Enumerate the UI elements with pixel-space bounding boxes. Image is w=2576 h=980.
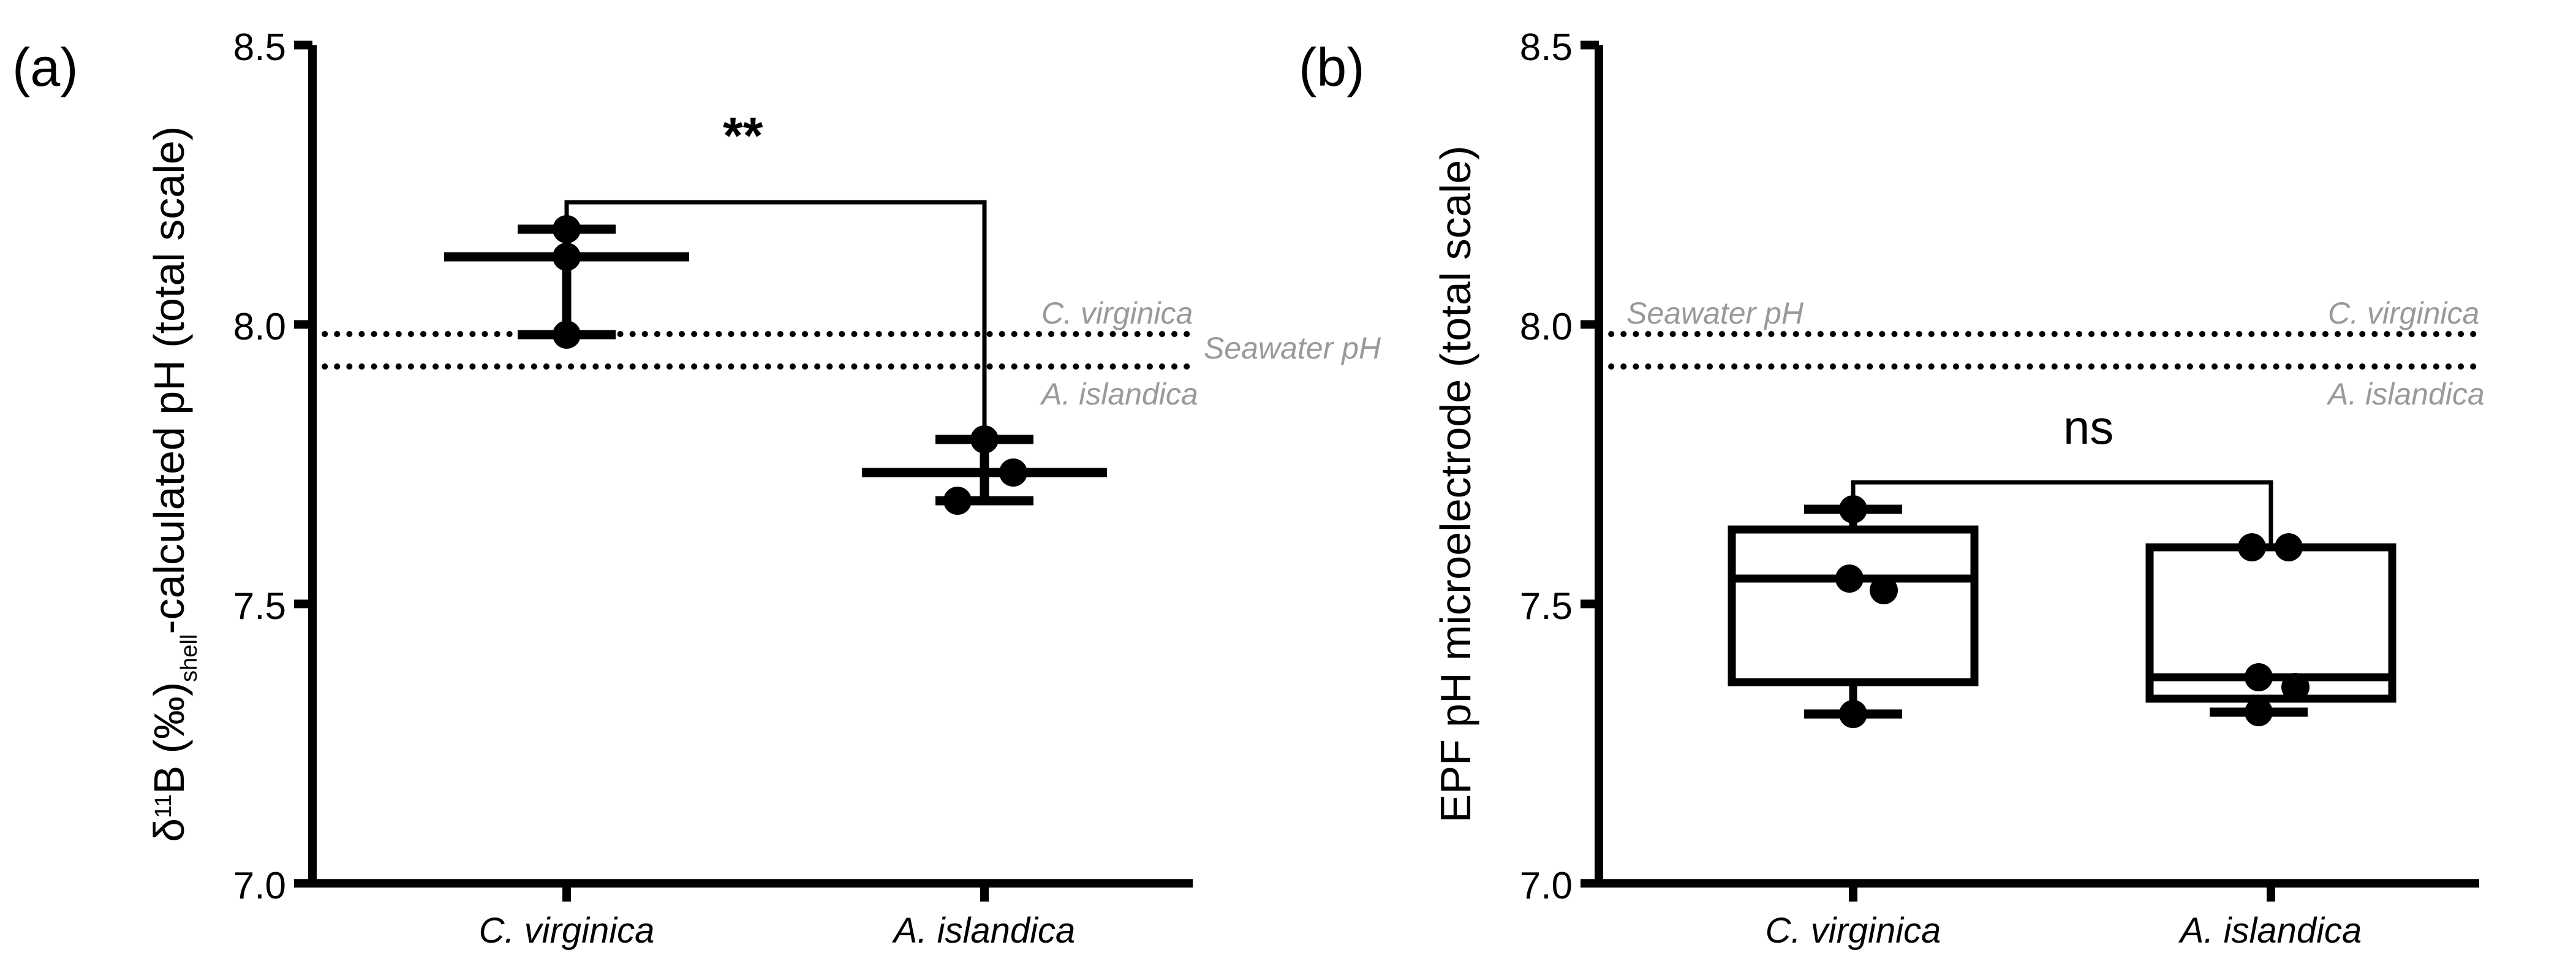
svg-text:Seawater pH: Seawater pH [1204, 331, 1381, 365]
svg-text:C. virginica: C. virginica [2328, 296, 2479, 330]
svg-text:8.0: 8.0 [233, 306, 286, 348]
svg-text:7.5: 7.5 [1520, 585, 1573, 628]
svg-text:8.0: 8.0 [1520, 306, 1573, 348]
svg-text:Seawater pH: Seawater pH [1626, 296, 1804, 330]
svg-text:A. islandica: A. islandica [2178, 911, 2362, 951]
svg-text:ns: ns [2063, 400, 2113, 454]
svg-text:7.5: 7.5 [233, 585, 286, 628]
svg-text:8.5: 8.5 [233, 26, 286, 69]
svg-text:7.0: 7.0 [1520, 865, 1573, 907]
svg-text:δ11B (‰)shell-calculated pH (t: δ11B (‰)shell-calculated pH (total scale… [145, 126, 202, 842]
svg-text:EPF pH microelectrode (total s: EPF pH microelectrode (total scale) [1432, 146, 1479, 823]
svg-text:C. virginica: C. virginica [1041, 296, 1193, 330]
svg-text:**: ** [723, 107, 763, 164]
svg-text:A. islandica: A. islandica [892, 911, 1076, 951]
svg-text:(b): (b) [1299, 37, 1365, 97]
svg-text:7.0: 7.0 [233, 865, 286, 907]
svg-text:C. virginica: C. virginica [479, 911, 655, 951]
svg-text:A. islandica: A. islandica [2326, 377, 2485, 411]
svg-text:(a): (a) [12, 37, 78, 97]
svg-text:A. islandica: A. islandica [1040, 377, 1198, 411]
svg-text:C. virginica: C. virginica [1766, 911, 1941, 951]
svg-text:8.5: 8.5 [1520, 26, 1573, 69]
